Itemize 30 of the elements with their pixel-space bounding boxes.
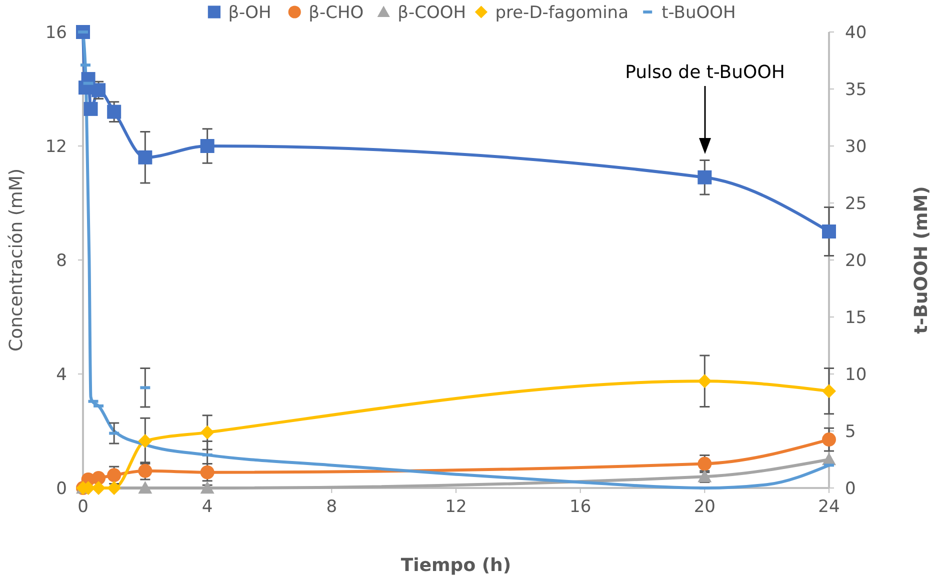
y2-tick-label: 20 [845,251,867,271]
x-tick-label: 24 [818,497,840,517]
x-tick-label: 20 [694,497,716,517]
y2-tick-label: 10 [845,365,867,385]
x-tick-label: 4 [202,497,213,517]
legend-label: t-BuOOH [662,3,736,23]
x-tick-label: 12 [445,497,467,517]
legend-label: β-CHO [308,3,364,23]
legend-label: β-OH [228,3,272,23]
y2-tick-label: 35 [845,80,867,100]
y2-axis-title: t-BuOOH (mM) [911,186,932,334]
y2-tick-label: 5 [845,422,856,442]
x-tick-label: 8 [326,497,338,517]
legend-label: β-COOH [398,3,466,23]
y2-tick-label: 30 [845,137,867,157]
x-axis-title: Tiempo (h) [400,555,512,576]
x-tick-label: 0 [78,497,88,517]
y-tick-label: 8 [56,251,67,271]
y-tick-label: 16 [45,23,67,43]
y-tick-label: 12 [45,137,67,157]
y2-tick-label: 25 [845,194,867,214]
x-tick-label: 16 [570,497,592,517]
y2-tick-label: 40 [845,23,867,43]
annotation: Pulso de t-BuOOH [625,62,785,83]
y-axis-title: Concentración (mM) [6,168,27,352]
y2-tick-label: 15 [845,308,867,328]
legend-label: pre-D-fagomina [495,3,628,23]
y2-tick-label: 0 [845,479,856,499]
y-tick-label: 4 [56,365,67,385]
y-tick-label: 0 [56,479,67,499]
